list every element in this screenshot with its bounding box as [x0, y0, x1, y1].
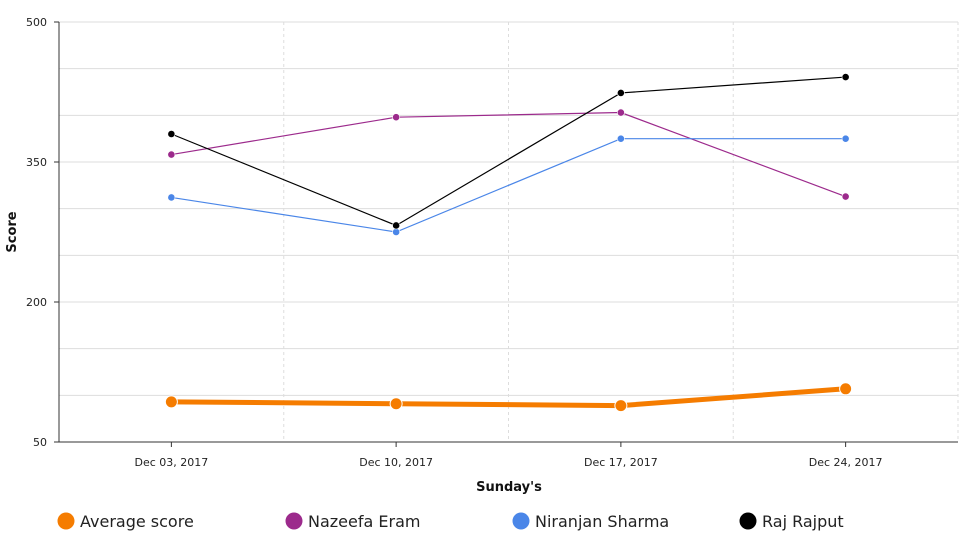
- legend-item[interactable]: Nazeefa Eram: [285, 512, 421, 531]
- legend-item[interactable]: Niranjan Sharma: [512, 512, 670, 531]
- data-point[interactable]: [167, 150, 176, 159]
- grid: [59, 21, 959, 442]
- data-point[interactable]: [614, 399, 628, 413]
- data-point[interactable]: [167, 130, 176, 138]
- y-tick-label: 200: [26, 296, 47, 309]
- x-axis-title: Sunday's: [476, 480, 542, 495]
- data-point[interactable]: [616, 108, 625, 117]
- data-point[interactable]: [839, 382, 853, 396]
- x-tick-label: Dec 03, 2017: [134, 456, 208, 469]
- legend-marker: [57, 512, 75, 530]
- data-point[interactable]: [392, 221, 401, 230]
- series-line: [171, 138, 846, 233]
- data-point[interactable]: [841, 134, 850, 143]
- series-line: [171, 76, 846, 227]
- series-lines: [164, 73, 853, 413]
- legend-label: Niranjan Sharma: [535, 512, 669, 531]
- data-point[interactable]: [616, 89, 625, 97]
- series-line: [171, 111, 846, 198]
- data-point[interactable]: [616, 134, 625, 143]
- series-raj-rajput: [167, 73, 850, 230]
- series-average-score: [164, 382, 853, 413]
- legend-label: Nazeefa Eram: [308, 512, 420, 531]
- legend: Average score Nazeefa Eram Niranjan Sharma…: [57, 512, 844, 531]
- series-line: [171, 386, 846, 409]
- x-tick-label: Dec 17, 2017: [584, 456, 658, 469]
- x-tick-label: Dec 10, 2017: [359, 456, 433, 469]
- legend-marker: [739, 512, 757, 530]
- series-niranjan-sharma: [167, 134, 850, 236]
- y-tick-label: 350: [26, 156, 47, 169]
- legend-item[interactable]: Average score: [57, 512, 194, 531]
- legend-label: Average score: [80, 512, 194, 531]
- legend-label: Raj Rajput: [762, 512, 844, 531]
- data-point[interactable]: [841, 73, 850, 81]
- y-axis-title: Score: [5, 211, 20, 252]
- series-nazeefa-eram: [167, 108, 850, 201]
- data-point[interactable]: [392, 228, 401, 236]
- data-point[interactable]: [392, 113, 401, 122]
- legend-marker: [285, 512, 303, 530]
- data-point[interactable]: [167, 193, 176, 202]
- legend-item[interactable]: Raj Rajput: [739, 512, 844, 531]
- data-point[interactable]: [164, 395, 178, 409]
- y-tick-label: 500: [26, 16, 47, 29]
- y-tick-label: 50: [33, 436, 47, 449]
- x-tick-label: Dec 24, 2017: [809, 456, 883, 469]
- axes: 50 200 350 500 Dec 03, 2017 Dec 10, 2017 Dec 1…: [26, 16, 958, 469]
- legend-marker: [512, 512, 530, 530]
- data-point[interactable]: [841, 192, 850, 201]
- data-point[interactable]: [389, 397, 403, 411]
